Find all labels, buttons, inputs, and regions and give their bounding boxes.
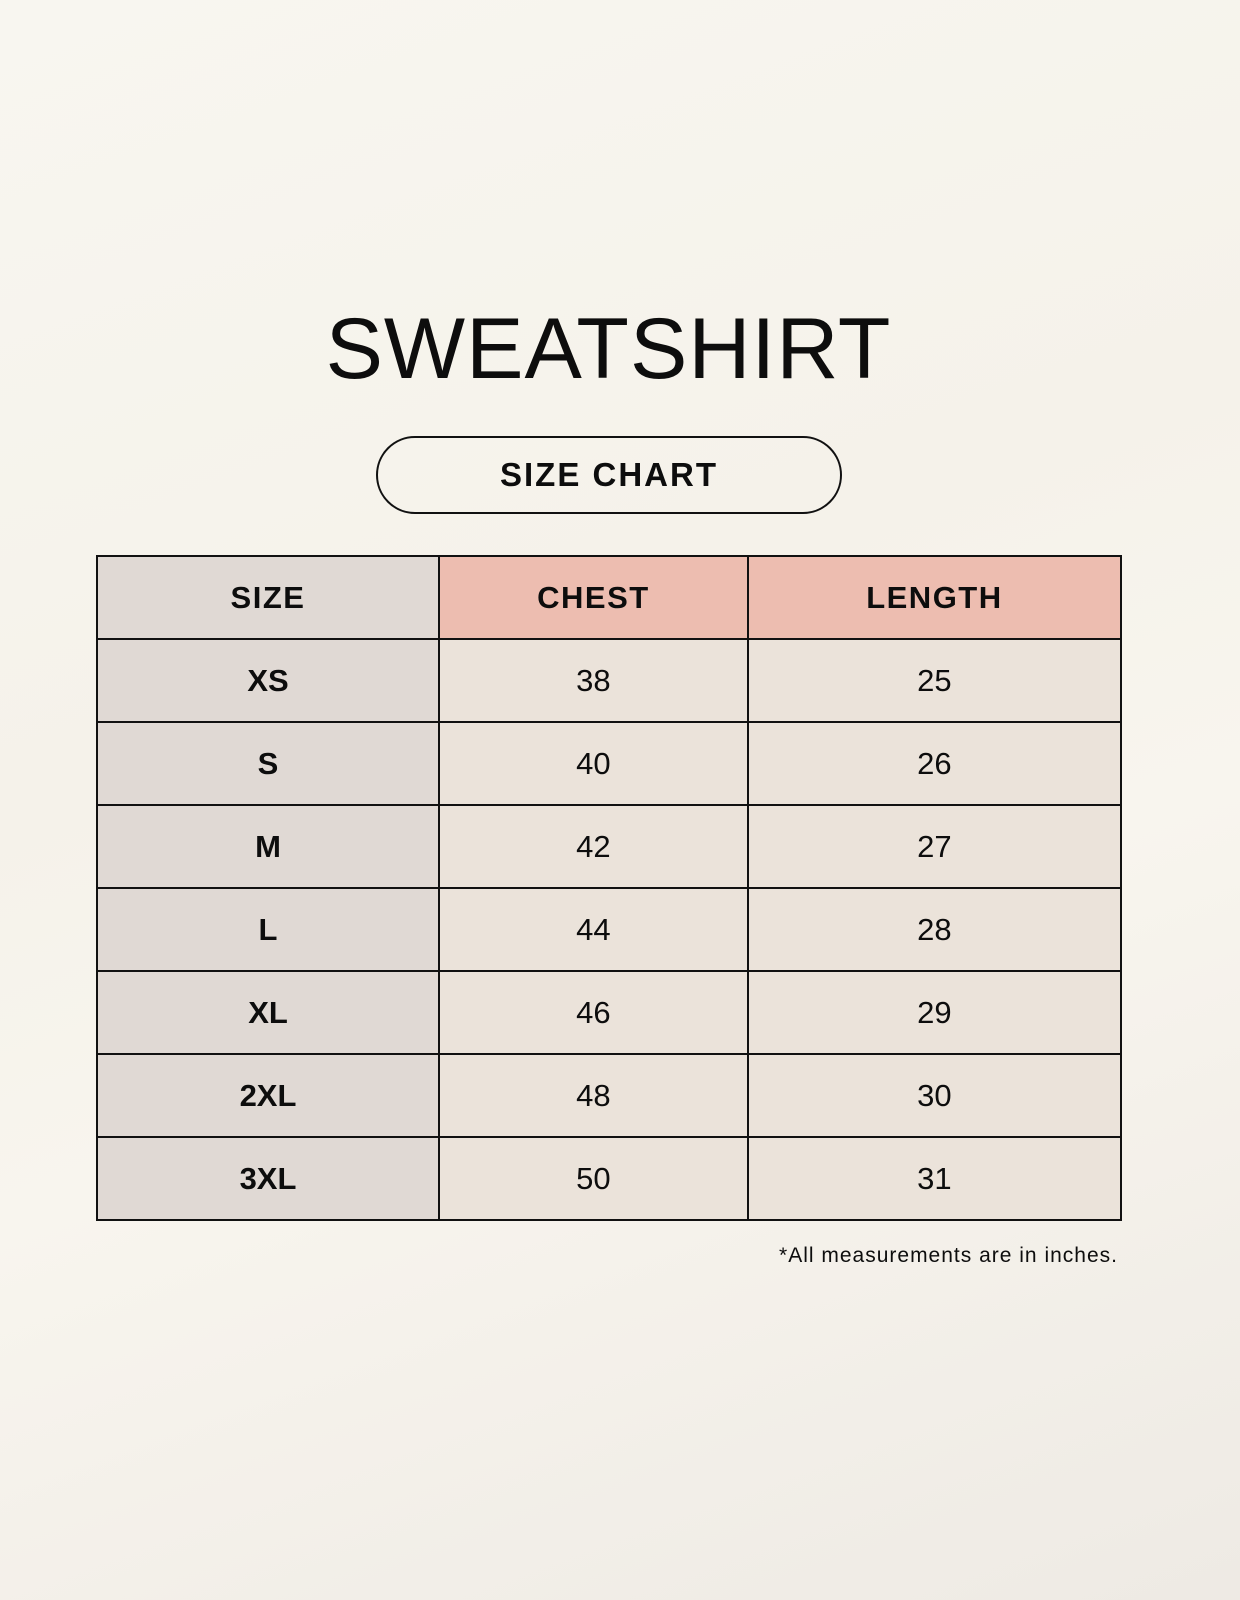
cell-size: XL — [96, 970, 440, 1055]
cell-length: 31 — [746, 1136, 1123, 1221]
size-chart-label: SIZE CHART — [376, 436, 842, 514]
size-table: SIZE CHEST LENGTH XS 38 25 S 40 26 M 42 27 L 44 28 X… — [96, 555, 1123, 1221]
header-chest: CHEST — [438, 555, 749, 640]
table-row: XS 38 25 — [96, 638, 1123, 723]
cell-length: 26 — [746, 721, 1123, 806]
measurement-note: *All measurements are in inches. — [779, 1244, 1118, 1267]
cell-chest: 40 — [438, 721, 749, 806]
cell-size: XS — [96, 638, 440, 723]
cell-length: 25 — [746, 638, 1123, 723]
table-row: 2XL 48 30 — [96, 1053, 1123, 1138]
table-row: 3XL 50 31 — [96, 1136, 1123, 1221]
cell-chest: 38 — [438, 638, 749, 723]
cell-size: L — [96, 887, 440, 972]
header-size: SIZE — [96, 555, 440, 640]
table-row: M 42 27 — [96, 804, 1123, 889]
cell-size: S — [96, 721, 440, 806]
table-row: XL 46 29 — [96, 970, 1123, 1055]
cell-size: 3XL — [96, 1136, 440, 1221]
cell-size: M — [96, 804, 440, 889]
cell-length: 27 — [746, 804, 1123, 889]
cell-chest: 48 — [438, 1053, 749, 1138]
cell-chest: 50 — [438, 1136, 749, 1221]
cell-chest: 44 — [438, 887, 749, 972]
table-row: S 40 26 — [96, 721, 1123, 806]
cell-length: 28 — [746, 887, 1123, 972]
cell-chest: 42 — [438, 804, 749, 889]
cell-chest: 46 — [438, 970, 749, 1055]
table-header-row: SIZE CHEST LENGTH — [96, 555, 1123, 640]
cell-size: 2XL — [96, 1053, 440, 1138]
header-length: LENGTH — [746, 555, 1123, 640]
cell-length: 30 — [746, 1053, 1123, 1138]
cell-length: 29 — [746, 970, 1123, 1055]
table-row: L 44 28 — [96, 887, 1123, 972]
page-title: SWEATSHIRT — [325, 301, 892, 397]
